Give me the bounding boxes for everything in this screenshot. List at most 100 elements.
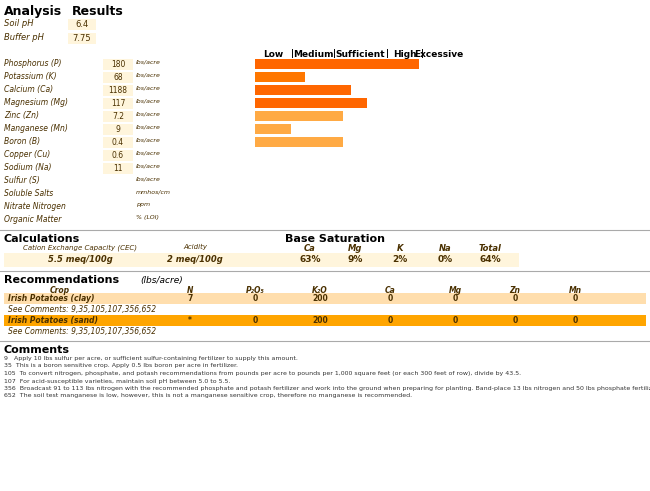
Text: Mg: Mg — [348, 244, 362, 253]
Text: ppm: ppm — [136, 202, 150, 207]
Bar — [103, 85, 133, 96]
Text: 9: 9 — [116, 125, 120, 134]
Text: Buffer pH: Buffer pH — [4, 33, 44, 42]
Text: 0.6: 0.6 — [112, 151, 124, 160]
Text: N: N — [187, 286, 193, 295]
Text: lbs/acre: lbs/acre — [136, 111, 161, 116]
Text: % (LOI): % (LOI) — [136, 215, 159, 220]
Text: High: High — [393, 50, 416, 59]
Text: 0%: 0% — [437, 255, 452, 264]
Text: Organic Matter: Organic Matter — [4, 215, 61, 224]
Text: Sodium (Na): Sodium (Na) — [4, 163, 51, 172]
Bar — [255, 59, 419, 69]
Text: 105  To convert nitrogen, phosphate, and potash recommendations from pounds per : 105 To convert nitrogen, phosphate, and … — [4, 371, 521, 376]
Text: 107  For acid-susceptible varieties, maintain soil pH between 5.0 to 5.5.: 107 For acid-susceptible varieties, main… — [4, 379, 230, 383]
Text: lbs/acre: lbs/acre — [136, 124, 161, 129]
Text: 652  The soil test manganese is low, however, this is not a manganese sensitive : 652 The soil test manganese is low, howe… — [4, 393, 412, 399]
Text: Potassium (K): Potassium (K) — [4, 72, 57, 81]
Text: 1188: 1188 — [109, 85, 127, 94]
Bar — [103, 124, 133, 135]
Bar — [68, 33, 96, 44]
Text: Boron (B): Boron (B) — [4, 137, 40, 146]
Text: 0: 0 — [573, 316, 578, 325]
Text: lbs/acre: lbs/acre — [136, 176, 161, 181]
Text: Low: Low — [263, 50, 283, 59]
Text: 356  Broadcast 91 to 113 lbs nitrogen with the recommended phosphate and potash : 356 Broadcast 91 to 113 lbs nitrogen wit… — [4, 386, 650, 391]
Text: 64%: 64% — [479, 255, 501, 264]
Text: K: K — [396, 244, 403, 253]
Text: Base Saturation: Base Saturation — [285, 234, 385, 244]
Text: Mg: Mg — [448, 286, 461, 295]
Text: Mn: Mn — [569, 286, 582, 295]
Text: Nitrate Nitrogen: Nitrate Nitrogen — [4, 202, 66, 211]
Text: Acidity: Acidity — [183, 244, 207, 250]
Text: 0: 0 — [452, 294, 458, 303]
Text: Soluble Salts: Soluble Salts — [4, 189, 53, 198]
Text: Recommendations: Recommendations — [4, 275, 119, 285]
Text: 5.5 meq/100g: 5.5 meq/100g — [47, 255, 112, 264]
Text: lbs/acre: lbs/acre — [136, 163, 161, 168]
Text: 68: 68 — [113, 73, 123, 82]
Bar — [255, 98, 367, 108]
Text: Sulfur (S): Sulfur (S) — [4, 176, 40, 185]
Text: 11: 11 — [113, 164, 123, 172]
Text: 63%: 63% — [299, 255, 320, 264]
Text: *: * — [188, 316, 192, 325]
Text: lbs/acre: lbs/acre — [136, 72, 161, 77]
Bar — [103, 59, 133, 70]
Text: Manganese (Mn): Manganese (Mn) — [4, 124, 68, 133]
Text: 7.2: 7.2 — [112, 111, 124, 120]
Text: (lbs/acre): (lbs/acre) — [140, 276, 183, 285]
Bar — [103, 150, 133, 161]
Text: 7: 7 — [187, 294, 192, 303]
Text: Zn: Zn — [510, 286, 521, 295]
Text: Sufficient: Sufficient — [335, 50, 385, 59]
Text: Analysis: Analysis — [4, 5, 62, 18]
Bar — [103, 137, 133, 148]
Bar — [103, 111, 133, 122]
Text: Na: Na — [439, 244, 451, 253]
Bar — [103, 163, 133, 174]
Text: Comments: Comments — [4, 345, 70, 355]
Text: lbs/acre: lbs/acre — [136, 137, 161, 142]
Text: 0: 0 — [252, 316, 257, 325]
Text: P₂O₅: P₂O₅ — [246, 286, 265, 295]
Text: 117: 117 — [111, 99, 125, 108]
Bar — [4, 293, 646, 304]
Text: 0: 0 — [573, 294, 578, 303]
Text: Calcium (Ca): Calcium (Ca) — [4, 85, 53, 94]
Text: 0: 0 — [512, 294, 517, 303]
Text: Phosphorus (P): Phosphorus (P) — [4, 59, 62, 68]
Text: lbs/acre: lbs/acre — [136, 59, 161, 64]
Text: 0: 0 — [452, 316, 458, 325]
Text: 0.4: 0.4 — [112, 137, 124, 146]
Text: Cation Exchange Capacity (CEC): Cation Exchange Capacity (CEC) — [23, 244, 137, 250]
Text: 0: 0 — [512, 316, 517, 325]
Bar — [255, 85, 351, 95]
Text: lbs/acre: lbs/acre — [136, 98, 161, 103]
Text: Total: Total — [478, 244, 501, 253]
Text: K₂O: K₂O — [312, 286, 328, 295]
Text: Results: Results — [72, 5, 124, 18]
Text: Copper (Cu): Copper (Cu) — [4, 150, 50, 159]
Bar — [4, 315, 646, 326]
Text: lbs/acre: lbs/acre — [136, 85, 161, 90]
Text: 0: 0 — [252, 294, 257, 303]
Bar — [4, 253, 519, 267]
Text: 0: 0 — [387, 294, 393, 303]
Text: 2 meq/100g: 2 meq/100g — [167, 255, 223, 264]
Text: Soil pH: Soil pH — [4, 19, 34, 28]
Text: Ca: Ca — [304, 244, 316, 253]
Text: Magnesium (Mg): Magnesium (Mg) — [4, 98, 68, 107]
Text: lbs/acre: lbs/acre — [136, 150, 161, 155]
Bar — [68, 19, 96, 30]
Bar — [103, 98, 133, 109]
Text: 7.75: 7.75 — [73, 33, 91, 43]
Text: mmhos/cm: mmhos/cm — [136, 189, 171, 194]
Text: 6.4: 6.4 — [75, 20, 88, 28]
Text: 200: 200 — [312, 294, 328, 303]
Text: 9%: 9% — [347, 255, 363, 264]
Text: See Comments: 9,35,105,107,356,652: See Comments: 9,35,105,107,356,652 — [8, 327, 156, 336]
Bar — [255, 72, 305, 82]
Text: 9   Apply 10 lbs sulfur per acre, or sufficient sulfur-containing fertilizer to : 9 Apply 10 lbs sulfur per acre, or suffi… — [4, 356, 298, 361]
